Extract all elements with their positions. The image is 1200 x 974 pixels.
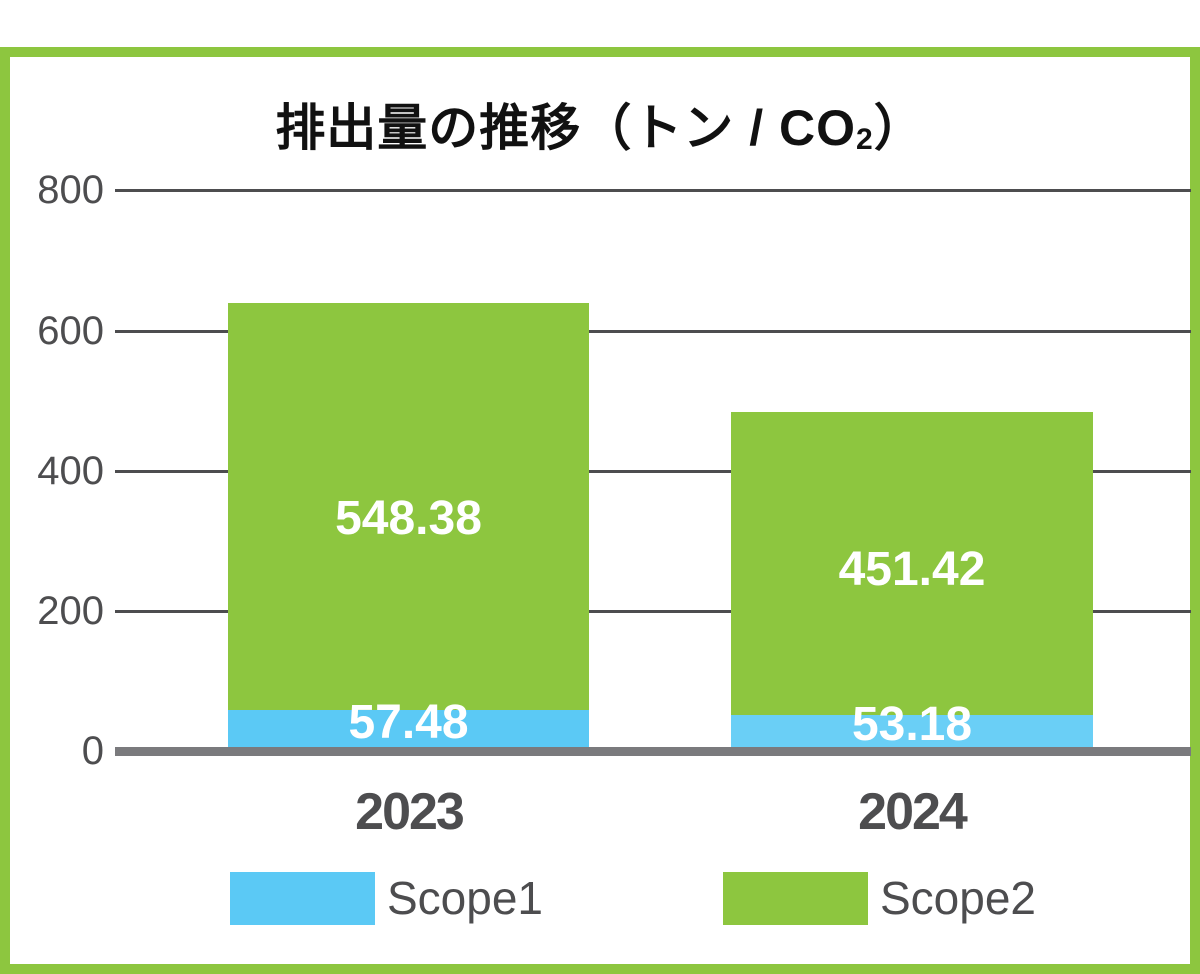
y-tick-400: 400 [37,449,104,493]
value-label-2024-scope2: 451.42 [838,543,986,596]
bar-2023-scope2 [228,303,589,710]
value-label-2023-scope1: 57.48 [348,696,469,749]
bar-2024: 451.42 53.18 [731,412,1093,751]
gridline-200 [115,610,1191,613]
y-tick-0: 0 [81,729,104,773]
y-tick-600: 600 [37,309,104,353]
legend-label-scope2: Scope2 [880,872,1037,924]
legend-swatch-scope1 [230,872,375,925]
y-tick-200: 200 [37,589,104,633]
value-label-2023-scope2: 548.38 [335,492,482,545]
title-unit: （トン / CO [581,100,856,156]
title-main: 排出量の推移 [275,100,582,156]
bar-2023-scope1 [228,710,589,747]
legend-swatch-scope2 [723,872,868,925]
y-tick-800: 800 [37,168,104,212]
x-label-2023: 2023 [355,783,465,841]
x-axis-baseline [115,747,1191,756]
bar-2023: 548.38 57.48 [228,303,589,747]
x-label-2024: 2024 [858,783,968,841]
gridline-600 [115,330,1191,333]
legend-label-scope1: Scope1 [387,872,544,924]
title-unit-subscript: 2 [856,123,874,156]
bar-2024-scope1 [731,715,1093,747]
bar-2024-scope2 [731,412,1093,715]
gridline-400 [115,470,1191,473]
value-label-2024-scope1: 53.18 [851,698,973,751]
title-unit-close: ） [873,100,925,156]
gridline-800 [115,189,1191,192]
chart-title: 排出量の推移（トン / CO2） [0,88,1200,160]
